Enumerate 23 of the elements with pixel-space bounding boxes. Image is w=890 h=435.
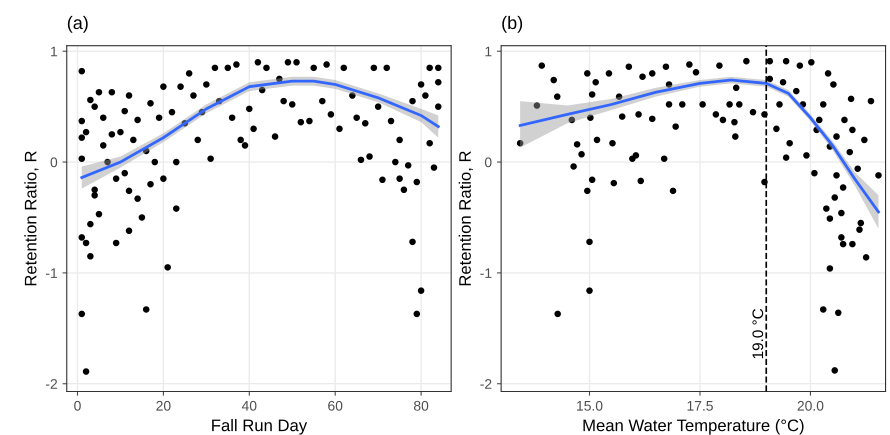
x-tick-label: 80	[414, 400, 428, 411]
x-tick-label: 40	[242, 400, 256, 411]
x-tick-label: 20.0	[798, 400, 824, 411]
x-tick-label: 15.0	[577, 400, 602, 411]
x-tick-label: 20	[156, 400, 171, 411]
y-axis-title: Retention Ratio, R	[458, 151, 473, 286]
x-axis-title: Fall Run Day	[212, 419, 308, 435]
y-tick-label: 1	[51, 46, 58, 56]
x-tick-label: 17.5	[688, 401, 713, 411]
ref-line-label: 19.0 °C	[752, 308, 764, 358]
x-tick-label: 60	[328, 400, 342, 411]
y-tick-label: -2	[46, 379, 58, 389]
x-axis-title: Mean Water Temperature (°C)	[583, 419, 804, 435]
x-tick-label: 0	[74, 400, 81, 411]
y-tick-label: 0	[484, 157, 492, 168]
chart-title: (a)	[68, 16, 88, 33]
y-tick-label: 0	[50, 157, 58, 168]
chart-title: (b)	[502, 16, 522, 33]
y-tick-label: -1	[46, 268, 58, 278]
y-tick-label: -2	[480, 379, 492, 389]
y-tick-label: -1	[480, 268, 492, 278]
y-axis-title: Retention Ratio, R	[24, 151, 38, 286]
y-tick-label: 1	[485, 46, 492, 56]
